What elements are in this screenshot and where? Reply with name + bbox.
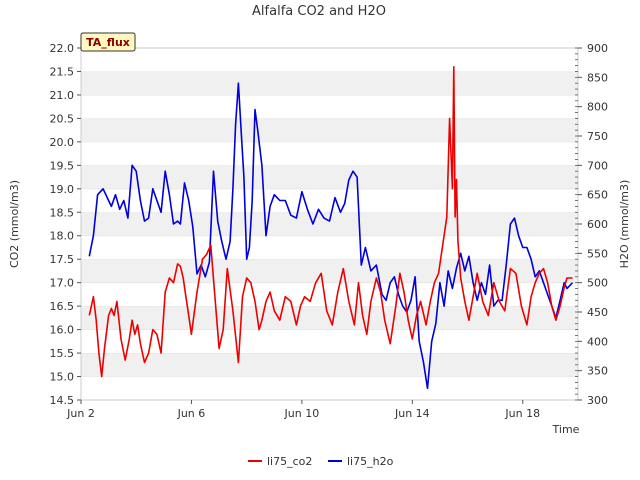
right-tick-label: 900 <box>587 42 608 55</box>
grid-band <box>81 212 578 236</box>
right-tick-label: 600 <box>587 218 608 231</box>
series-line-li75_h2o <box>88 82 574 390</box>
right-tick-label: 350 <box>587 365 608 378</box>
left-axis-label: CO2 (mmol/m3) <box>8 180 21 268</box>
left-tick-label: 18.5 <box>50 206 75 219</box>
grid-band <box>81 282 578 307</box>
x-axis: Jun 2 Jun 6 Jun 10 Jun 14 Jun 18 <box>66 400 540 420</box>
right-tick-label: 650 <box>587 189 608 202</box>
grid-band <box>81 188 578 213</box>
left-tick-label: 22.0 <box>50 42 75 55</box>
right-tick-label: 750 <box>587 130 608 143</box>
right-tick-label: 800 <box>587 101 608 114</box>
left-tick-label: 19.0 <box>50 183 75 196</box>
left-tick-label: 17.0 <box>50 277 75 290</box>
left-tick-label: 16.0 <box>50 324 75 337</box>
x-tick-label: Jun 14 <box>394 407 430 420</box>
series-line-li75_co2 <box>88 66 573 378</box>
grid-band <box>81 235 578 260</box>
right-tick-label: 450 <box>587 306 608 319</box>
left-tick-label: 19.5 <box>50 159 75 172</box>
left-tick-label: 21.0 <box>50 89 75 102</box>
legend-label-co2: li75_co2 <box>267 455 312 468</box>
x-tick-label: Jun 6 <box>177 407 206 420</box>
right-tick-label: 500 <box>587 277 608 290</box>
right-tick-label: 850 <box>587 71 608 84</box>
legend: li75_co2 li75_h2o <box>248 455 394 468</box>
legend-label-h2o: li75_h2o <box>347 455 394 468</box>
grid-band <box>81 329 578 354</box>
series-layer <box>88 66 574 390</box>
right-axis-label: H2O (mmol/m3) <box>618 180 631 269</box>
x-tick-label: Jun 10 <box>284 407 320 420</box>
chart-title: Alfalfa CO2 and H2O <box>252 4 386 19</box>
grid-band <box>81 141 578 166</box>
x-tick-label: Jun 2 <box>66 407 95 420</box>
grid-band <box>81 259 578 283</box>
left-tick-label: 15.5 <box>50 347 75 360</box>
grid-band <box>81 94 578 119</box>
badge-box <box>80 32 136 52</box>
left-tick-label: 20.0 <box>50 136 75 149</box>
left-tick-label: 17.5 <box>50 253 75 266</box>
grid-band <box>81 118 578 142</box>
right-tick-label: 700 <box>587 159 608 172</box>
grid-band <box>81 165 578 189</box>
left-tick-label: 16.5 <box>50 300 75 313</box>
x-axis-label: Time <box>552 423 580 436</box>
badge-label: TA_flux <box>86 36 130 49</box>
grid-band <box>81 48 578 72</box>
left-tick-label: 18.0 <box>50 230 75 243</box>
left-tick-label: 21.5 <box>50 65 75 78</box>
x-tick-label: Jun 18 <box>504 407 540 420</box>
right-tick-label: 400 <box>587 335 608 348</box>
right-axis: 300 350 400 450 500 550 600 650 700 750 800 850 900 <box>575 42 608 407</box>
left-tick-label: 14.5 <box>50 394 75 407</box>
grid-band <box>81 376 578 400</box>
left-tick-label: 20.5 <box>50 112 75 125</box>
grid-band <box>81 353 578 377</box>
grid-band <box>81 71 578 95</box>
grid-bands <box>81 47 578 400</box>
right-tick-label: 300 <box>587 394 608 407</box>
badge: TA_flux <box>80 32 136 52</box>
left-axis: 14.5 15.0 15.5 16.0 16.5 17.0 17.5 18.0 18.5 19.0… <box>50 42 81 407</box>
left-tick-label: 15.0 <box>50 371 75 384</box>
right-tick-label: 550 <box>587 247 608 260</box>
